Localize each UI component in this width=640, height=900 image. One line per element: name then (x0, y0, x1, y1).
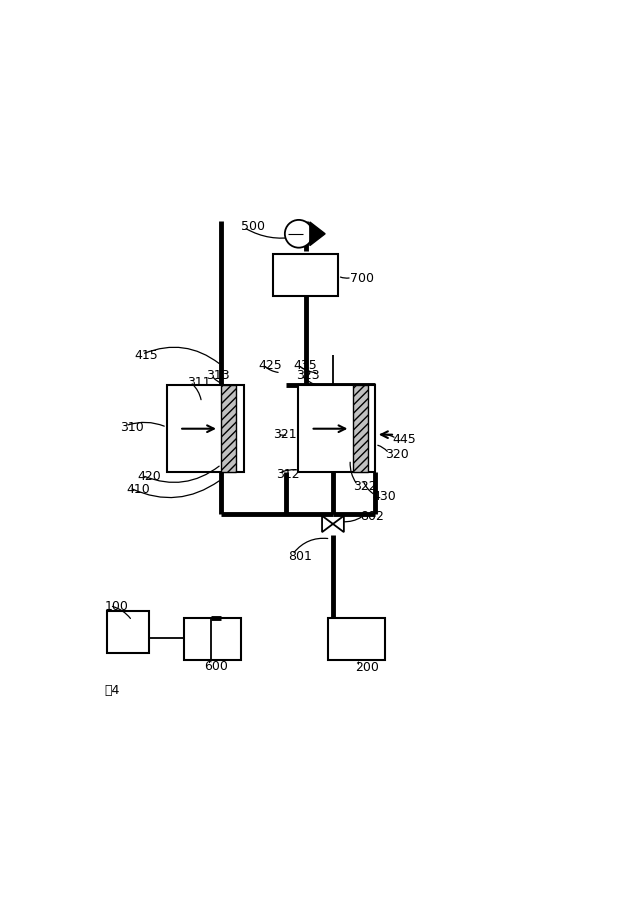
Text: 313: 313 (207, 369, 230, 382)
Polygon shape (333, 516, 344, 532)
Text: 321: 321 (273, 428, 297, 441)
Text: 200: 200 (355, 662, 379, 674)
Text: 435: 435 (293, 359, 317, 372)
Text: 410: 410 (126, 482, 150, 496)
Circle shape (285, 220, 312, 248)
Text: 600: 600 (204, 660, 228, 673)
Bar (353, 385, 367, 472)
Text: 802: 802 (360, 510, 384, 523)
Text: 100: 100 (105, 600, 129, 613)
Text: 420: 420 (137, 471, 161, 483)
Text: 445: 445 (392, 433, 416, 446)
Text: 323: 323 (296, 369, 319, 382)
Bar (298, 385, 375, 472)
Text: 围4: 围4 (105, 684, 120, 697)
Bar (328, 618, 385, 661)
Text: 425: 425 (259, 359, 282, 372)
Text: 311: 311 (187, 376, 211, 389)
Text: 801: 801 (288, 550, 312, 562)
Bar (108, 611, 150, 652)
Bar (353, 385, 367, 472)
Text: 320: 320 (385, 448, 409, 461)
Polygon shape (322, 516, 333, 532)
Bar (167, 385, 244, 472)
Bar (221, 385, 236, 472)
Text: 310: 310 (120, 420, 143, 434)
Text: 322: 322 (353, 481, 376, 493)
Polygon shape (310, 222, 325, 246)
Text: 312: 312 (276, 468, 300, 481)
Text: 500: 500 (241, 220, 265, 233)
Text: 415: 415 (134, 349, 158, 362)
Bar (273, 254, 338, 296)
Text: 700: 700 (350, 272, 374, 285)
Text: 430: 430 (372, 491, 396, 503)
Bar (184, 618, 241, 661)
Bar (221, 385, 236, 472)
